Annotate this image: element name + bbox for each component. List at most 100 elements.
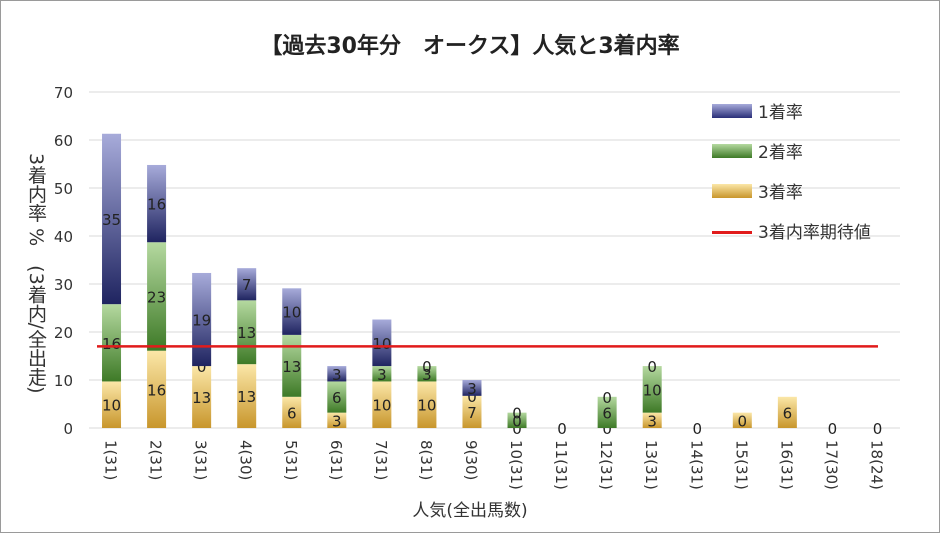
x-tick-label: 11(31) [552,440,570,490]
y-tick-label: 70 [54,84,73,102]
data-label-1st: 35 [102,211,121,229]
y-tick-label: 40 [54,228,73,246]
bar-2nd [102,304,122,382]
bar-2nd [372,366,392,382]
data-label-2nd: 13 [237,324,256,342]
bar-3rd [327,412,347,428]
data-label-3rd: 3 [647,412,657,430]
x-tick-label: 7(31) [372,440,390,480]
bar-1st [237,268,257,301]
bar-2nd [597,396,617,428]
data-label-3rd: 0 [692,420,702,438]
y-tick-label: 60 [54,132,73,150]
x-tick-label: 10(31) [507,440,525,490]
legend-swatch-2nd [712,144,752,158]
x-axis-label: 人気(全出馬数) [412,501,528,521]
x-tick-label: 16(31) [777,440,795,490]
data-label-2nd: 6 [332,389,342,407]
legend-label-expected: 3着内率期待値 [758,223,871,243]
data-label-3rd: 0 [738,412,748,430]
y-axis-label: 3着内率 % (3着内/全出走) [25,152,47,394]
bar-2nd [417,366,437,382]
y-tick-label: 30 [54,276,73,294]
data-label-2nd: 16 [102,335,121,353]
legend-item-expected: 3着内率期待値 [712,218,922,258]
bar-1st [282,288,302,335]
data-label-3rd: 7 [467,404,477,422]
bar-3rd [237,364,257,428]
x-tick-label: 9(30) [462,440,480,480]
data-label-1st: 0 [422,358,432,376]
bar-1st [372,319,392,367]
data-label-1st: 0 [647,358,657,376]
legend-item-1st: 1着率 [712,98,922,138]
data-label-3rd: 10 [372,397,391,415]
data-label-3rd: 0 [512,420,522,438]
legend-item-3rd: 3着率 [712,178,922,218]
data-label-2nd: 23 [147,288,166,306]
legend-line-expected [712,231,752,234]
bar-2nd [642,366,662,413]
x-tick-label: 14(31) [687,440,705,490]
data-label-2nd: 6 [602,404,612,422]
x-tick-label: 12(31) [597,440,615,490]
data-label-2nd: 3 [377,366,387,384]
bar-3rd [147,350,167,428]
data-label-1st: 3 [332,366,342,384]
bar-3rd [282,396,302,428]
data-label-3rd: 6 [287,404,297,422]
data-label-3rd: 16 [147,381,166,399]
legend-label-3rd: 3着率 [758,183,803,203]
x-tick-label: 17(30) [822,440,840,490]
data-label-1st: 7 [242,276,252,294]
legend-item-2nd: 2着率 [712,138,922,178]
y-tick-label: 0 [63,420,73,438]
data-label-1st: 0 [602,389,612,407]
y-tick-label: 10 [54,372,73,390]
data-label-1st: 16 [147,196,166,214]
x-tick-label: 13(31) [642,440,660,490]
data-label-3rd: 0 [828,420,838,438]
y-tick-label: 50 [54,180,73,198]
data-label-2nd: 0 [197,358,207,376]
x-tick-label: 18(24) [867,440,885,490]
legend-swatch-3rd [712,184,752,198]
data-label-3rd: 0 [557,420,567,438]
x-tick-label: 5(31) [282,440,300,480]
data-label-1st: 0 [512,405,522,423]
bar-3rd [417,381,437,428]
data-label-1st: 10 [282,304,301,322]
bar-2nd [147,242,167,351]
legend-label-2nd: 2着率 [758,143,803,163]
legend-label-1st: 1着率 [758,103,803,123]
x-tick-label: 6(31) [327,440,345,480]
bar-2nd [282,334,302,397]
bar-3rd [642,412,662,428]
data-label-1st: 19 [192,312,211,330]
x-tick-label: 1(31) [102,440,120,480]
chart-title: 【過去30年分 オークス】人気と3着内率 [260,34,680,59]
bar-1st [147,164,167,243]
data-label-2nd: 3 [422,366,432,384]
bar-1st [327,366,347,382]
bar-3rd [462,395,482,428]
bar-3rd [372,381,392,428]
data-label-3rd: 13 [192,389,211,407]
data-label-2nd: 10 [643,381,662,399]
bar-2nd [327,381,347,413]
x-tick-label: 4(30) [237,440,255,480]
data-label-3rd: 10 [102,397,121,415]
x-tick-label: 8(31) [417,440,435,480]
data-label-3rd: 0 [873,420,883,438]
legend: 1着率 2着率 3着率 3着内率期待値 [712,98,922,258]
data-label-2nd: 0 [512,412,522,430]
data-label-3rd: 0 [602,420,612,438]
bar-3rd [732,412,752,428]
data-label-1st: 10 [372,335,391,353]
y-tick-label: 20 [54,324,73,342]
data-label-3rd: 10 [417,397,436,415]
data-label-3rd: 13 [237,388,256,406]
legend-swatch-1st [712,104,752,118]
data-label-2nd: 13 [282,358,301,376]
